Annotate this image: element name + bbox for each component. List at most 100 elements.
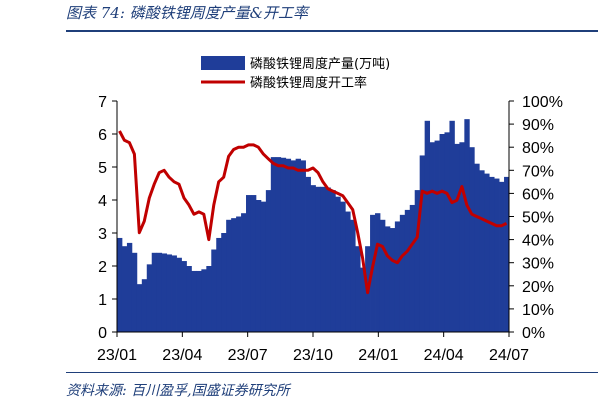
production-bar	[290, 160, 297, 332]
production-bar	[350, 219, 356, 332]
production-bar	[250, 195, 257, 332]
production-bar	[399, 214, 406, 332]
x-tick-label: 23/04	[162, 347, 202, 364]
production-bar	[409, 204, 416, 332]
production-bar	[355, 246, 361, 332]
left-tick-label: 3	[98, 226, 107, 243]
production-bar	[300, 160, 306, 332]
production-bar	[166, 254, 172, 332]
production-bar	[221, 233, 227, 332]
production-bar	[196, 270, 202, 332]
production-bar	[231, 218, 237, 332]
production-bar	[136, 284, 143, 332]
production-bar	[404, 209, 411, 332]
production-bar	[151, 252, 158, 332]
right-tick-label: 70%	[522, 163, 554, 180]
x-tick-label: 24/07	[489, 347, 529, 364]
legend: 磷酸铁锂周度产量(万吨) 磷酸铁锂周度开工率	[201, 56, 390, 91]
production-bar	[335, 196, 341, 332]
chart: 012345670%10%20%30%40%50%60%70%80%90%100…	[97, 56, 563, 364]
production-bar	[454, 143, 460, 332]
right-tick-label: 10%	[522, 302, 554, 319]
production-bar	[246, 195, 252, 332]
production-bar	[285, 158, 292, 332]
production-bar	[389, 228, 396, 332]
right-tick-label: 90%	[522, 117, 554, 134]
axes: 012345670%10%20%30%40%50%60%70%80%90%100…	[97, 94, 563, 364]
x-tick-label: 24/04	[424, 347, 464, 364]
production-bar	[280, 157, 287, 332]
production-bar	[429, 142, 435, 332]
x-tick-label: 23/01	[97, 347, 137, 364]
left-tick-label: 7	[98, 94, 107, 111]
left-tick-label: 6	[98, 127, 107, 144]
production-bar	[255, 200, 262, 332]
production-bar	[156, 252, 163, 332]
production-bar	[469, 147, 475, 332]
production-bar	[494, 178, 500, 332]
production-bar	[340, 201, 346, 332]
production-bar	[424, 120, 431, 332]
right-tick-label: 100%	[522, 94, 563, 111]
production-bar	[379, 219, 386, 332]
production-bar	[191, 270, 197, 332]
x-tick-label: 24/01	[358, 347, 398, 364]
production-bar	[226, 219, 232, 332]
title-rule	[66, 30, 598, 32]
production-bar	[504, 176, 510, 332]
right-tick-label: 30%	[522, 256, 554, 273]
production-bar	[484, 173, 490, 332]
production-bar	[449, 120, 455, 332]
production-bar	[434, 140, 440, 332]
production-bar	[464, 119, 470, 333]
production-bar	[270, 157, 277, 332]
right-tick-label: 40%	[522, 233, 554, 250]
production-bar	[141, 279, 148, 332]
production-bar	[126, 242, 133, 332]
production-bar	[121, 246, 128, 332]
left-tick-label: 2	[98, 259, 107, 276]
production-bar	[394, 221, 401, 332]
production-bar	[499, 181, 505, 332]
production-bar	[201, 269, 207, 332]
production-bar	[131, 252, 138, 332]
production-bar	[171, 255, 177, 332]
bar-series	[117, 119, 510, 333]
left-tick-label: 5	[98, 160, 107, 177]
production-bar	[489, 176, 495, 332]
production-bar	[474, 163, 480, 332]
production-bar	[295, 158, 301, 332]
production-bar	[146, 264, 153, 332]
production-bar	[236, 216, 242, 332]
left-tick-label: 1	[98, 292, 107, 309]
right-tick-label: 80%	[522, 140, 554, 157]
left-tick-label: 0	[98, 325, 107, 342]
production-bar	[305, 176, 311, 332]
legend-bar-swatch	[201, 56, 245, 70]
legend-line-label: 磷酸铁锂周度开工率	[250, 75, 367, 91]
right-tick-label: 0%	[522, 325, 545, 342]
production-bar	[375, 213, 381, 332]
utilization-line	[118, 130, 508, 295]
production-bar	[260, 201, 267, 332]
right-tick-label: 60%	[522, 186, 554, 203]
production-bar	[206, 266, 212, 332]
right-tick-label: 20%	[522, 279, 554, 296]
production-bar	[360, 267, 366, 332]
source-note: 资料来源: 百川盈孚,国盛证券研究所	[66, 383, 290, 399]
production-bar	[186, 266, 192, 332]
production-bar	[330, 190, 336, 332]
production-bar	[419, 155, 426, 332]
x-tick-label: 23/07	[228, 347, 268, 364]
production-bar	[181, 261, 187, 332]
x-tick-label: 23/10	[293, 347, 333, 364]
production-bar	[241, 213, 247, 332]
legend-bar-label: 磷酸铁锂周度产量(万吨)	[250, 56, 390, 72]
production-bar	[479, 170, 485, 332]
production-bar	[459, 142, 465, 332]
production-bar	[414, 190, 421, 332]
production-bar	[320, 186, 326, 332]
production-bar	[444, 132, 450, 332]
production-bar	[315, 186, 321, 332]
production-bar	[275, 157, 282, 332]
